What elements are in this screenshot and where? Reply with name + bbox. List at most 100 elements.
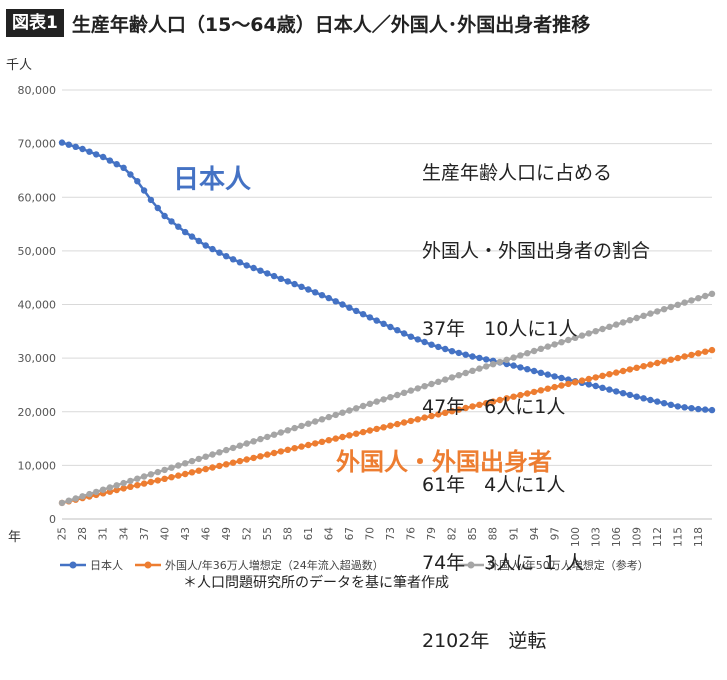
data-point: [188, 457, 196, 465]
data-point: [346, 407, 353, 414]
data-point: [674, 301, 681, 308]
data-point: [305, 286, 312, 293]
data-point: [469, 353, 476, 360]
series-japanese: [58, 139, 716, 414]
x-tick-label: 25: [57, 527, 69, 540]
x-tick-label: 46: [200, 527, 212, 541]
data-point: [298, 443, 305, 450]
data-point: [93, 151, 100, 158]
data-point: [592, 328, 599, 335]
x-tick-label: 88: [488, 527, 500, 540]
x-tick-label: 55: [262, 527, 274, 540]
data-point: [72, 495, 79, 502]
data-point: [209, 464, 216, 471]
data-point: [250, 264, 257, 272]
data-point: [407, 417, 415, 425]
data-point: [613, 321, 620, 328]
data-point: [270, 272, 278, 280]
data-point: [585, 381, 592, 388]
data-point: [387, 422, 394, 429]
x-tick-label: 67: [344, 527, 356, 540]
data-point: [544, 371, 551, 378]
data-point: [428, 412, 435, 420]
data-point: [373, 425, 380, 433]
data-point: [277, 275, 285, 282]
x-tick-label: 118: [693, 527, 705, 547]
legend-marker-foreign36: [144, 561, 152, 569]
legend-label-foreign36: 外国人/年36万人増想定（24年流入超過数）: [165, 558, 384, 572]
data-point: [236, 259, 244, 266]
data-point: [250, 438, 257, 445]
data-point: [339, 301, 346, 308]
data-point: [558, 382, 565, 389]
data-point: [708, 346, 716, 354]
data-point: [134, 178, 141, 185]
y-tick-label: 0: [49, 513, 56, 526]
x-tick-label: 106: [611, 527, 623, 547]
data-point: [517, 352, 524, 359]
data-point: [79, 493, 86, 500]
data-point: [168, 464, 175, 471]
data-point: [400, 330, 408, 337]
legend-marker-foreign50: [467, 561, 475, 569]
data-point: [134, 475, 141, 482]
data-point: [414, 416, 421, 423]
data-point: [264, 270, 271, 277]
x-tick-label: 34: [118, 527, 130, 541]
x-tick-label: 61: [303, 527, 315, 540]
x-tick-label: 76: [406, 527, 418, 541]
data-point: [619, 367, 627, 375]
data-point: [127, 483, 134, 490]
data-point: [544, 343, 551, 350]
data-point: [353, 307, 360, 315]
annotation-line: 61年 4人に1人: [422, 474, 566, 496]
annotation-line: 47年 6人に1人: [422, 396, 566, 418]
data-point: [496, 396, 504, 404]
data-point: [585, 375, 592, 383]
data-point: [667, 303, 675, 311]
data-point: [469, 403, 476, 410]
data-point: [188, 233, 196, 240]
data-point: [421, 414, 428, 421]
data-point: [544, 385, 551, 392]
data-point: [373, 317, 380, 324]
annotation-line: 生産年齢人口に占める: [422, 162, 613, 184]
data-point: [702, 348, 709, 355]
data-point: [168, 218, 175, 225]
data-point: [58, 499, 66, 507]
data-point: [209, 245, 216, 253]
legend-label-foreign50: 外国人/年50万人増想定（参考）: [488, 558, 649, 572]
data-point: [667, 356, 675, 363]
data-point: [359, 428, 367, 436]
data-point: [510, 362, 517, 369]
data-point: [182, 228, 189, 236]
data-point: [708, 406, 716, 414]
x-tick-label: 94: [529, 527, 541, 541]
data-point: [537, 345, 545, 352]
data-point: [216, 249, 223, 256]
data-point: [229, 444, 237, 452]
data-point: [647, 310, 654, 317]
data-point: [660, 400, 668, 407]
data-point: [455, 349, 462, 357]
data-point: [667, 401, 675, 408]
data-point: [496, 358, 504, 366]
x-tick-label: 82: [447, 527, 459, 540]
x-tick-label: 85: [467, 527, 479, 540]
foreign-series-label: 外国人・外国出身者: [336, 448, 552, 476]
data-point: [312, 418, 319, 425]
data-point: [640, 363, 647, 370]
data-point: [613, 369, 620, 376]
data-point: [223, 253, 230, 260]
data-point: [291, 445, 298, 452]
data-point: [257, 267, 264, 274]
y-tick-label: 80,000: [18, 84, 57, 97]
data-point: [660, 358, 668, 365]
data-point: [380, 424, 387, 431]
data-point: [524, 366, 531, 373]
data-point: [99, 153, 107, 161]
data-point: [585, 330, 592, 337]
x-tick-label: 91: [508, 527, 520, 540]
data-point: [394, 391, 401, 399]
data-point: [58, 139, 66, 146]
